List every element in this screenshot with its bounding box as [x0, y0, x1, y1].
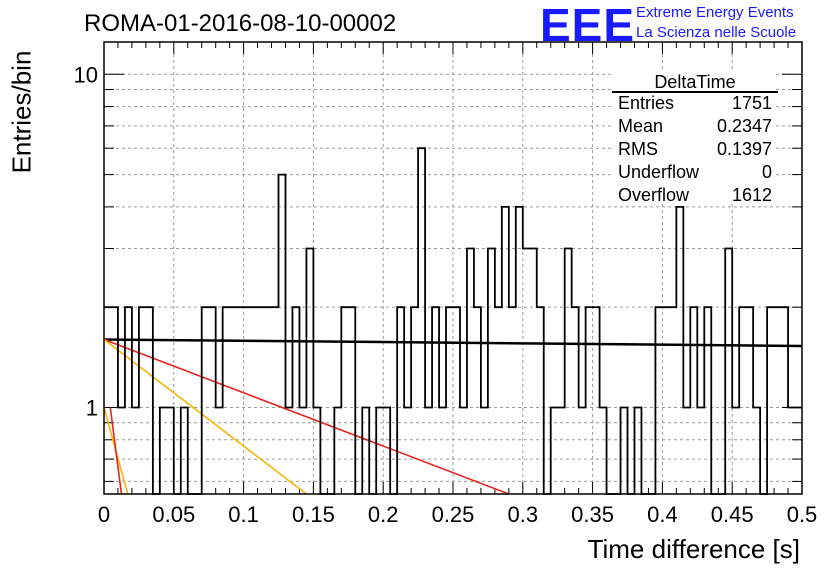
stats-value: 1612 [732, 185, 772, 205]
stats-label: Underflow [618, 162, 700, 182]
plot-frame [103, 41, 803, 495]
grid-lines [104, 42, 802, 494]
stats-label: Mean [618, 116, 663, 136]
stats-value: 1751 [732, 93, 772, 113]
logo-caption: Extreme Energy Events La Scienza nelle S… [636, 3, 796, 43]
x-tick-labels: 0 0.05 0.1 0.15 0.2 0.25 0.3 0.35 0.4 0.45 0.5 [98, 502, 817, 527]
stats-label: RMS [618, 139, 658, 159]
x-axis-label: Time difference [s] [587, 534, 800, 564]
run-title: ROMA-01-2016-08-10-00002 [84, 10, 397, 37]
logo-line-1: Extreme Energy Events [636, 4, 794, 21]
x-tick-label: 0.35 [571, 502, 614, 527]
fit-line [109, 407, 123, 495]
histogram-outline [104, 147, 802, 495]
fit-line [103, 338, 307, 495]
x-tick-label: 0.45 [711, 502, 754, 527]
x-tick-label: 0.1 [228, 502, 259, 527]
stats-label: Overflow [618, 185, 690, 205]
fit-line [103, 338, 510, 495]
x-tick-label: 0.05 [152, 502, 195, 527]
x-tick-label: 0.5 [787, 502, 818, 527]
x-tick-label: 0 [98, 502, 110, 527]
histogram [104, 147, 802, 495]
stats-title: DeltaTime [654, 72, 735, 92]
x-tick-label: 0.4 [647, 502, 678, 527]
x-tick-label: 0.15 [292, 502, 335, 527]
stats-value: 0 [762, 162, 772, 182]
y-tick-label: 1 [86, 395, 98, 420]
y-tick-labels: 1 10 [74, 62, 98, 420]
minor-ticks [103, 42, 803, 494]
fit-line [103, 338, 803, 348]
fit-curves [103, 338, 803, 495]
y-axis-label: Entries/bin [6, 50, 37, 174]
y-tick-label: 10 [74, 62, 98, 87]
eee-logo: EEE [540, 0, 636, 51]
stats-value: 0.1397 [717, 139, 772, 159]
x-tick-label: 0.25 [432, 502, 475, 527]
x-tick-label: 0.3 [508, 502, 539, 527]
stats-value: 0.2347 [717, 116, 772, 136]
x-tick-label: 0.2 [368, 502, 399, 527]
stats-label: Entries [618, 93, 674, 113]
logo-line-2: La Scienza nelle Scuole [636, 24, 797, 41]
